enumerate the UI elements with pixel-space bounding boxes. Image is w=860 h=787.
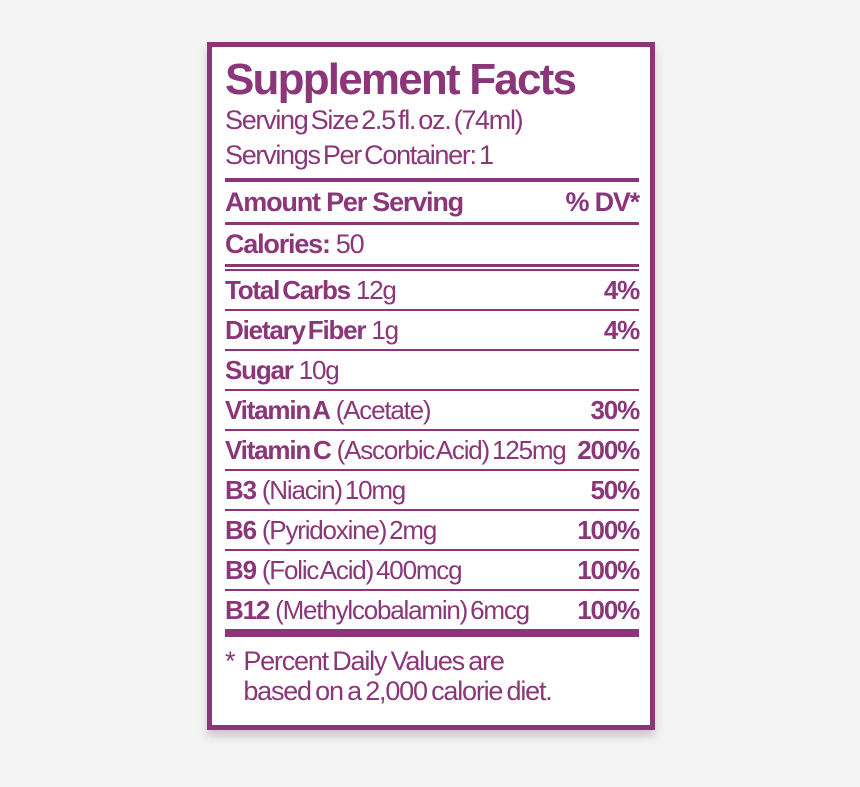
amount-per-serving-label: Amount Per Serving [225, 187, 464, 217]
nutrient-name: Sugar [225, 355, 294, 385]
nutrient-text: B9 (Folic Acid) 400mcg [225, 555, 463, 585]
footnote-text: Percent Daily Values are based on a 2,00… [243, 646, 552, 706]
nutrient-row-dietary-fiber: Dietary Fiber 1g 4% [225, 311, 640, 351]
nutrient-text: Total Carbs 12g [225, 275, 397, 305]
nutrient-dv: 4% [603, 275, 640, 305]
nutrient-text: B6 (Pyridoxine) 2mg [225, 515, 438, 545]
nutrient-row-b12: B12 (Methylcobalamin) 6mcg 100% [225, 591, 640, 629]
nutrient-row-sugar: Sugar 10g [225, 351, 639, 391]
nutrient-name: B9 [225, 555, 257, 585]
calories-double-rule [225, 264, 639, 271]
calories-row: Calories: 50 [225, 225, 639, 264]
nutrient-row-vitamin-a: Vitamin A (Acetate) 30% [225, 391, 641, 431]
calories-label: Calories: [225, 229, 331, 259]
nutrient-row-b6: B6 (Pyridoxine) 2mg 100% [225, 511, 640, 551]
percent-dv-header: % DV* [565, 187, 640, 217]
nutrient-dv: 100% [577, 555, 640, 585]
nutrient-detail: 12g [355, 275, 397, 305]
nutrient-text: Dietary Fiber 1g [225, 315, 399, 345]
nutrient-detail: (Pyridoxine) 2mg [261, 515, 438, 545]
nutrient-detail: (Acetate) [335, 395, 432, 425]
nutrient-text: Sugar 10g [225, 355, 340, 385]
amount-per-serving-header-row: Amount Per Serving % DV* [225, 182, 640, 225]
footnote-separator-bar [225, 629, 639, 637]
footnote-line1: Percent Daily Values are [243, 646, 505, 676]
nutrient-row-total-carbs: Total Carbs 12g 4% [225, 271, 640, 311]
nutrient-row-vitamin-c: Vitamin C (Ascorbic Acid) 125mg 200% [225, 431, 640, 471]
nutrient-row-b9: B9 (Folic Acid) 400mcg 100% [225, 551, 640, 591]
label-title: Supplement Facts [225, 55, 577, 104]
nutrient-name: Total Carbs [225, 275, 351, 305]
footnote-asterisk: * [225, 646, 236, 676]
nutrient-dv: 100% [577, 515, 640, 545]
nutrient-detail: (Methylcobalamin) 6mcg [275, 595, 530, 625]
nutrient-row-b3: B3 (Niacin) 10mg 50% [225, 471, 641, 511]
nutrient-detail: 10g [298, 355, 340, 385]
label-header-block: Supplement Facts Serving Size 2.5 fl. oz… [225, 57, 639, 182]
supplement-facts-label: Supplement Facts Serving Size 2.5 fl. oz… [207, 42, 655, 730]
nutrient-detail: (Niacin) 10mg [261, 475, 406, 505]
nutrient-dv: 100% [577, 595, 640, 625]
servings-per-container: Servings Per Container: 1 [225, 140, 494, 170]
nutrient-dv: 4% [603, 315, 640, 345]
nutrient-detail: 1g [371, 315, 399, 345]
nutrient-dv: 30% [590, 395, 641, 425]
nutrient-text: B12 (Methylcobalamin) 6mcg [225, 595, 530, 625]
calories-value: 50 [335, 229, 365, 259]
nutrient-name: B12 [225, 595, 270, 625]
nutrient-detail: (Folic Acid) 400mcg [261, 555, 463, 585]
nutrient-name: B3 [225, 475, 257, 505]
daily-values-footnote: * Percent Daily Values are based on a 2,… [225, 637, 639, 706]
nutrient-name: Dietary Fiber [225, 315, 367, 345]
nutrient-text: B3 (Niacin) 10mg [225, 475, 406, 505]
footnote-line2: based on a 2,000 calorie diet. [243, 676, 552, 706]
serving-size: Serving Size 2.5 fl. oz. (74ml) [225, 105, 524, 135]
nutrient-dv: 200% [577, 435, 640, 465]
nutrient-name: Vitamin C [225, 435, 332, 465]
nutrient-text: Vitamin A (Acetate) [225, 395, 432, 425]
nutrient-name: B6 [225, 515, 257, 545]
nutrient-name: Vitamin A [225, 395, 331, 425]
nutrient-text: Vitamin C (Ascorbic Acid) 125mg [225, 435, 567, 465]
nutrient-dv: 50% [590, 475, 641, 505]
nutrient-detail: (Ascorbic Acid) 125mg [336, 435, 567, 465]
